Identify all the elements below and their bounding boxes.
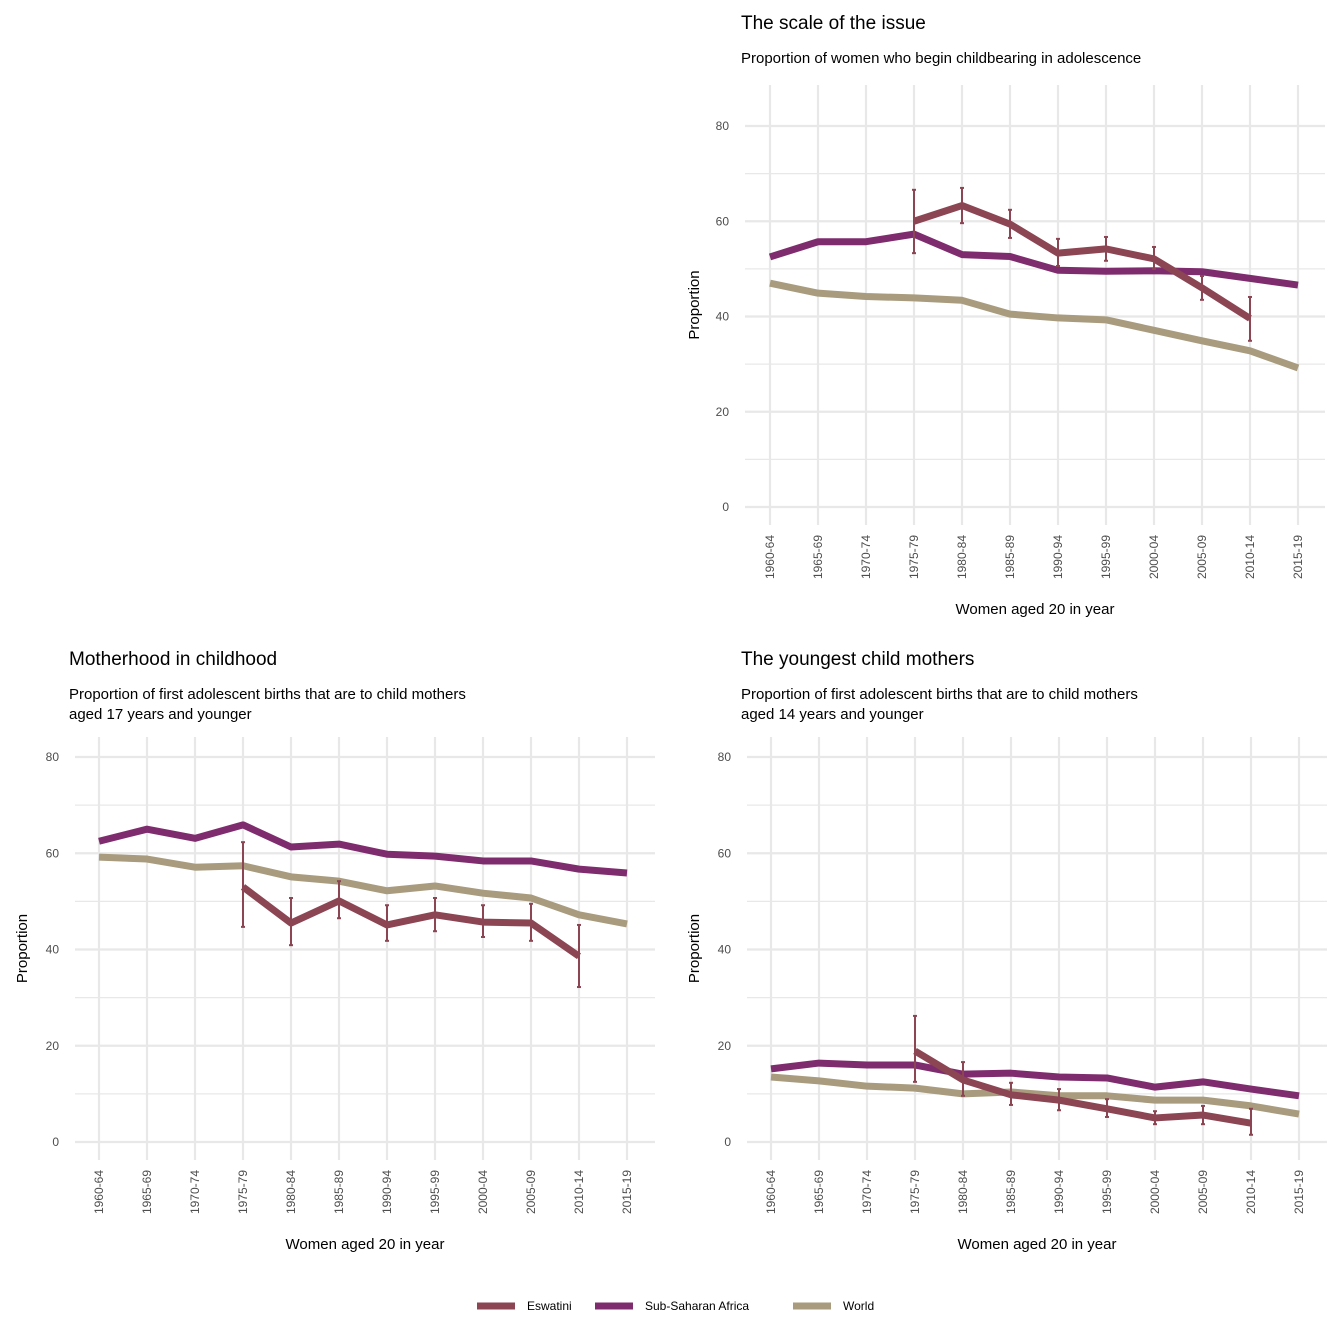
y-axis-title: Proportion [686,914,703,983]
x-tick-label: 1995-99 [1099,535,1113,579]
y-tick-label: 40 [46,943,60,957]
x-tick-label: 2010-14 [1244,1170,1258,1214]
y-tick-label: 20 [46,1039,60,1053]
series-line [913,1048,1252,1127]
y-axis-title: Proportion [686,270,703,339]
y-tick-label: 80 [716,119,730,133]
series-world [769,279,1300,372]
y-tick-label: 80 [46,750,60,764]
x-tick-label: 1980-84 [956,1170,970,1214]
y-tick-label: 80 [718,750,732,764]
legend-label: Eswatini [527,1299,572,1313]
y-tick-label: 60 [46,846,60,860]
panel-subtitle: Proportion of women who begin childbeari… [741,50,1141,67]
series-line [769,279,1300,372]
series-eswatini [240,841,581,989]
panel-subtitle: Proportion of first adolescent births th… [741,686,1138,703]
x-tick-label: 1975-79 [236,1170,250,1214]
series-line [98,853,628,928]
legend-item: Sub-Saharan Africa [595,1299,749,1313]
x-tick-label: 1975-79 [908,1170,922,1214]
y-tick-label: 60 [716,214,730,228]
x-tick-label: 2010-14 [572,1170,586,1214]
y-tick-label: 0 [52,1135,59,1149]
x-tick-label: 1995-99 [1100,1170,1114,1214]
series-sub-saharan-africa [768,230,1299,289]
x-tick-label: 1985-89 [1004,1170,1018,1214]
x-tick-label: 2015-19 [1292,1170,1306,1214]
series-line [770,1059,1300,1100]
x-tick-label: 2015-19 [1291,535,1305,579]
legend-item: Eswatini [477,1299,572,1313]
panel-1: 0 20 40 60 80 1960-64 1965-69 1970-74 1975-79 198… [686,13,1325,618]
x-tick-label: 1960-64 [92,1170,106,1214]
legend-label: World [843,1299,874,1313]
x-tick-label: 2000-04 [1147,535,1161,579]
series-sub-saharan-africa [98,821,628,877]
legend-label: Sub-Saharan Africa [645,1299,749,1313]
x-tick-label: 1970-74 [860,1170,874,1214]
panel-subtitle: Proportion of first adolescent births th… [69,686,466,703]
series-line [912,202,1252,322]
x-tick-label: 2005-09 [1196,1170,1210,1214]
x-axis-title: Women aged 20 in year [286,1236,445,1253]
x-tick-label: 1990-94 [1052,1170,1066,1214]
x-tick-label: 1985-89 [332,1170,346,1214]
y-tick-label: 20 [716,405,730,419]
y-tick-label: 20 [718,1039,732,1053]
panel-title: The youngest child mothers [741,649,974,670]
x-tick-label: 1970-74 [859,535,873,579]
panel-3: 0 20 40 60 80 1960-64 1965-69 1970-74 1975-79 198… [686,649,1327,1253]
y-tick-label: 40 [716,310,730,324]
x-tick-label: 2015-19 [620,1170,634,1214]
x-tick-label: 1990-94 [1051,535,1065,579]
x-tick-label: 1975-79 [907,535,921,579]
x-tick-label: 1960-64 [764,1170,778,1214]
x-tick-label: 1985-89 [1003,535,1017,579]
x-tick-label: 2005-09 [524,1170,538,1214]
y-tick-label: 0 [724,1135,731,1149]
x-tick-label: 1970-74 [188,1170,202,1214]
series-line [768,230,1299,289]
y-tick-label: 40 [718,943,732,957]
series-eswatini [913,1014,1253,1136]
panel-subtitle: aged 17 years and younger [69,706,252,723]
x-tick-label: 1965-69 [140,1170,154,1214]
y-axis-title: Proportion [14,914,31,983]
x-tick-label: 1960-64 [763,535,777,579]
series-line [770,1073,1300,1118]
legend: Eswatini Sub-Saharan Africa World [477,1299,874,1313]
x-tick-label: 1965-69 [811,535,825,579]
panel-title: Motherhood in childhood [69,649,277,670]
legend-item: World [793,1299,874,1313]
y-tick-label: 60 [718,846,732,860]
x-axis-title: Women aged 20 in year [956,601,1115,618]
panel-title: The scale of the issue [741,13,926,34]
series-line [240,884,581,960]
x-tick-label: 1995-99 [428,1170,442,1214]
x-tick-label: 1980-84 [284,1170,298,1214]
series-line [98,821,628,877]
y-tick-label: 0 [722,500,729,514]
panel-2: 0 20 40 60 80 1960-64 1965-69 1970-74 1975-79 198… [14,649,655,1253]
x-tick-label: 2005-09 [1195,535,1209,579]
x-tick-label: 2000-04 [1148,1170,1162,1214]
x-tick-label: 2000-04 [476,1170,490,1214]
series-eswatini [912,186,1252,342]
panel-subtitle: aged 14 years and younger [741,706,924,723]
x-tick-label: 1965-69 [812,1170,826,1214]
x-tick-label: 1980-84 [955,535,969,579]
x-tick-label: 1990-94 [380,1170,394,1214]
x-tick-label: 2010-14 [1243,535,1257,579]
x-axis-title: Women aged 20 in year [958,1236,1117,1253]
